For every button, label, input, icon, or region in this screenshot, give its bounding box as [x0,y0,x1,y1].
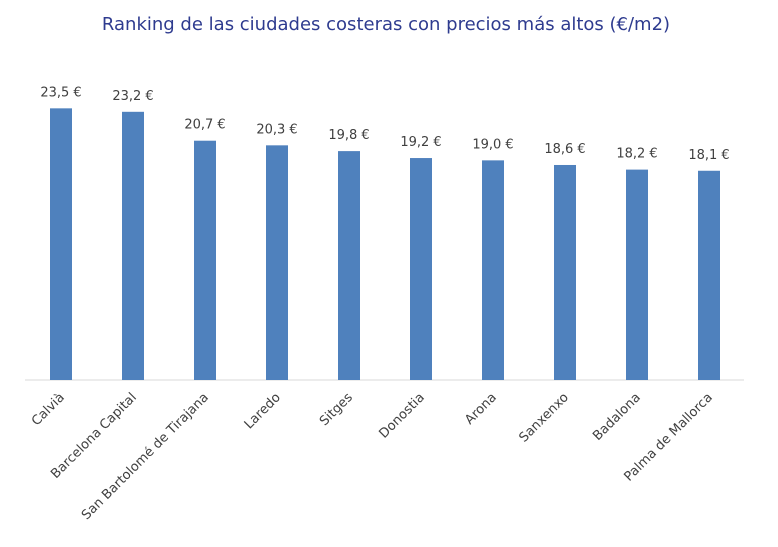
bar [626,169,648,380]
bar [338,151,360,380]
bar [194,140,216,380]
x-tick-label: Arona [462,390,500,428]
value-label: 19,8 € [328,128,369,143]
bar [122,111,144,381]
x-tick-label: San Bartolomé de Tirajana [79,390,212,523]
bar [482,160,504,380]
x-tick-label: Sitges [317,390,356,429]
x-tick-label: Calvià [29,390,68,429]
x-tick-label: Badalona [590,390,644,444]
value-label: 19,2 € [400,135,441,150]
value-label: 23,5 € [40,85,81,100]
value-label: 20,7 € [184,118,225,133]
value-label: 18,6 € [544,142,585,157]
x-tick-label: Sanxenxo [516,390,571,445]
bar [410,158,432,380]
x-tick-label: Donostia [376,390,427,441]
value-label: 18,2 € [616,147,657,162]
chart-title: Ranking de las ciudades costeras con pre… [102,14,670,35]
value-label: 19,0 € [472,137,513,152]
bar [698,170,720,380]
bar [50,108,72,380]
x-tick-label: Laredo [242,390,284,432]
bar [554,164,576,380]
value-label: 18,1 € [688,148,729,163]
bar [266,145,288,380]
value-label: 23,2 € [112,89,153,104]
value-label: 20,3 € [256,122,297,137]
